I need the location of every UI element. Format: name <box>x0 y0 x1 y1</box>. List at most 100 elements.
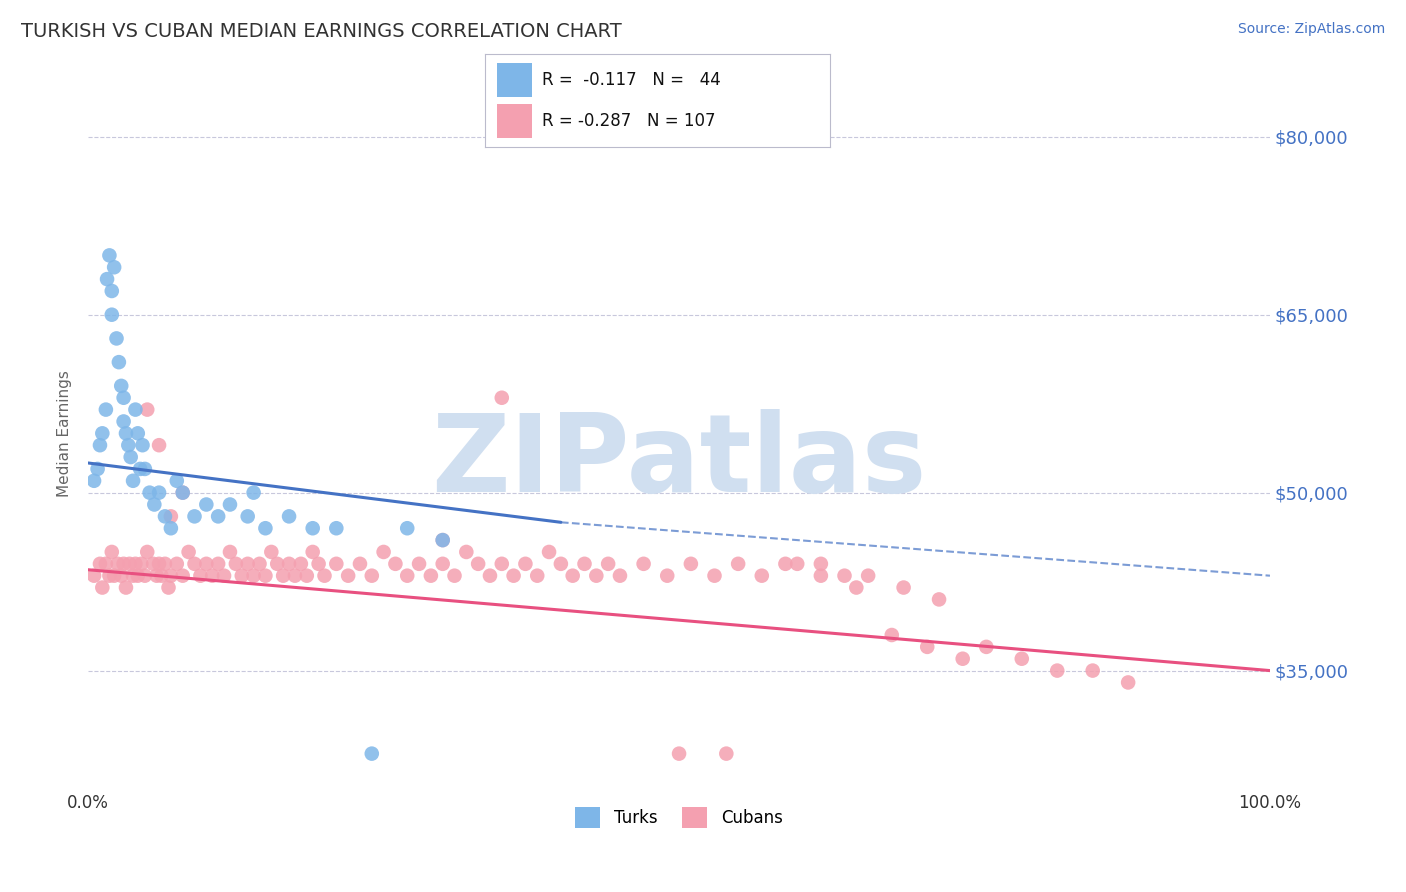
Point <box>242 568 264 582</box>
Point <box>373 545 395 559</box>
Point <box>432 557 454 571</box>
Point <box>360 747 382 761</box>
Point <box>160 509 183 524</box>
Point <box>278 509 301 524</box>
Point <box>136 402 159 417</box>
Point <box>112 391 135 405</box>
Point <box>134 462 156 476</box>
Point <box>478 568 501 582</box>
Point <box>207 509 229 524</box>
Point <box>166 557 188 571</box>
Point <box>786 557 808 571</box>
Point <box>157 581 180 595</box>
Point <box>103 568 125 582</box>
Point <box>105 331 128 345</box>
Point <box>150 568 173 582</box>
Point <box>212 568 235 582</box>
Point <box>236 557 259 571</box>
Point <box>443 568 465 582</box>
Point <box>249 557 271 571</box>
Point <box>103 260 125 275</box>
Point <box>195 498 218 512</box>
Point <box>138 485 160 500</box>
Point <box>153 557 176 571</box>
Point <box>260 545 283 559</box>
Point <box>201 568 224 582</box>
Point <box>775 557 797 571</box>
Point <box>207 557 229 571</box>
Point <box>120 450 142 464</box>
Point <box>893 581 915 595</box>
Point <box>127 568 149 582</box>
Text: ZIPatlas: ZIPatlas <box>432 409 927 515</box>
Point <box>1116 675 1139 690</box>
Point <box>89 557 111 571</box>
Text: Source: ZipAtlas.com: Source: ZipAtlas.com <box>1237 22 1385 37</box>
Point <box>172 485 194 500</box>
Point <box>432 533 454 547</box>
Point <box>314 568 336 582</box>
Point <box>117 438 139 452</box>
Point <box>101 308 124 322</box>
Point <box>502 568 524 582</box>
FancyBboxPatch shape <box>498 104 531 138</box>
Point <box>134 568 156 582</box>
Point <box>679 557 702 571</box>
Point <box>609 568 631 582</box>
Point <box>952 651 974 665</box>
Y-axis label: Median Earnings: Median Earnings <box>58 370 72 497</box>
Point <box>190 568 212 582</box>
Point <box>96 272 118 286</box>
Point <box>515 557 537 571</box>
Point <box>98 248 121 262</box>
Point <box>574 557 596 571</box>
Point <box>657 568 679 582</box>
Point <box>115 426 138 441</box>
Point <box>108 355 131 369</box>
Point <box>195 557 218 571</box>
Point <box>845 581 868 595</box>
Point <box>101 545 124 559</box>
Point <box>727 557 749 571</box>
Point <box>325 557 347 571</box>
Point <box>183 557 205 571</box>
Point <box>396 568 419 582</box>
Point <box>880 628 903 642</box>
Point <box>1046 664 1069 678</box>
Point <box>143 498 166 512</box>
Point <box>172 485 194 500</box>
Point <box>231 568 253 582</box>
Point <box>153 509 176 524</box>
Point <box>254 521 277 535</box>
Point <box>384 557 406 571</box>
Point <box>89 438 111 452</box>
Point <box>633 557 655 571</box>
Point <box>236 509 259 524</box>
Point <box>290 557 312 571</box>
Point <box>1011 651 1033 665</box>
Point <box>810 568 832 582</box>
Point <box>112 414 135 428</box>
Point <box>703 568 725 582</box>
Point <box>86 462 108 476</box>
Point <box>467 557 489 571</box>
Point <box>585 568 607 582</box>
Point <box>131 438 153 452</box>
Point <box>148 438 170 452</box>
Point <box>491 557 513 571</box>
Point <box>166 474 188 488</box>
Point <box>124 402 146 417</box>
Point <box>337 568 360 582</box>
Point <box>598 557 620 571</box>
Point <box>716 747 738 761</box>
Point <box>145 568 167 582</box>
Point <box>254 568 277 582</box>
Point <box>110 379 132 393</box>
Point <box>301 545 323 559</box>
Point <box>550 557 572 571</box>
Point <box>408 557 430 571</box>
Point <box>419 568 441 582</box>
Point <box>834 568 856 582</box>
Point <box>360 568 382 582</box>
Point <box>284 568 307 582</box>
